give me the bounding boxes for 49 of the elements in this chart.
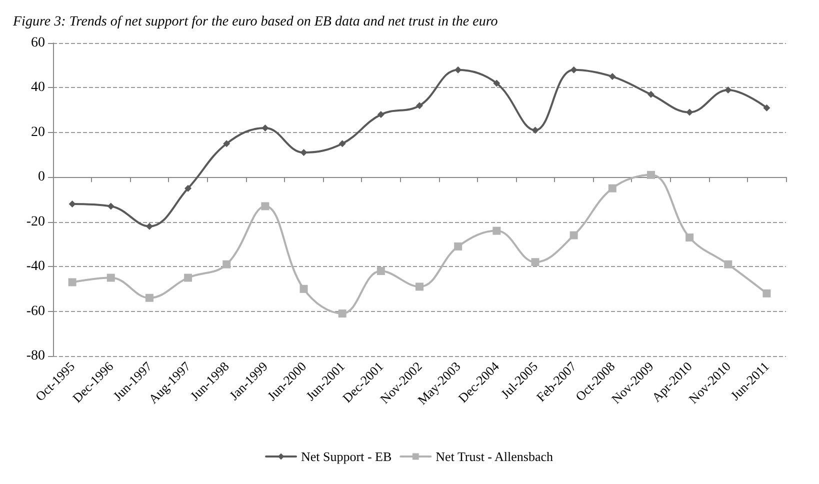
y-tick-label: 20 — [31, 124, 45, 140]
y-tick-label: -40 — [26, 259, 45, 274]
point — [416, 102, 423, 110]
point — [686, 234, 694, 242]
point — [531, 258, 540, 266]
point — [262, 124, 269, 132]
y-tick-label: -20 — [26, 214, 45, 230]
point — [338, 140, 346, 148]
point — [416, 282, 424, 291]
legend-label: Net Support - EB — [301, 449, 392, 464]
legend-label: Net Trust - Allensbach — [436, 449, 554, 464]
point — [608, 73, 616, 80]
point — [68, 278, 76, 286]
y-tick-label: 60 — [31, 36, 45, 50]
y-tick-label: 40 — [31, 80, 45, 96]
point — [300, 149, 308, 156]
point — [724, 260, 732, 268]
point — [570, 231, 578, 240]
point — [300, 284, 308, 293]
point — [686, 108, 694, 116]
point — [570, 66, 578, 74]
point — [146, 222, 153, 230]
point — [145, 294, 154, 302]
point — [762, 289, 771, 298]
point — [647, 90, 654, 98]
point — [184, 184, 192, 192]
y-tick-label: -60 — [26, 304, 45, 319]
point — [223, 140, 230, 148]
point — [646, 170, 655, 179]
y-tick-label: -80 — [26, 348, 45, 364]
point — [532, 126, 539, 134]
point — [454, 242, 462, 250]
chart-title: Figure 3: Trends of net support for the euro based on EB data and net trust in the euro — [12, 14, 498, 30]
point — [376, 267, 385, 276]
point — [724, 86, 732, 94]
point — [454, 66, 462, 74]
point — [184, 274, 192, 282]
point — [763, 104, 770, 112]
point — [492, 226, 501, 235]
point — [261, 202, 270, 210]
point — [338, 310, 346, 318]
point — [106, 274, 115, 282]
y-tick-label: 0 — [38, 170, 45, 185]
point — [493, 80, 500, 87]
point — [222, 260, 231, 268]
point — [377, 111, 384, 118]
point — [107, 202, 114, 210]
point — [68, 200, 76, 208]
point — [608, 184, 616, 192]
